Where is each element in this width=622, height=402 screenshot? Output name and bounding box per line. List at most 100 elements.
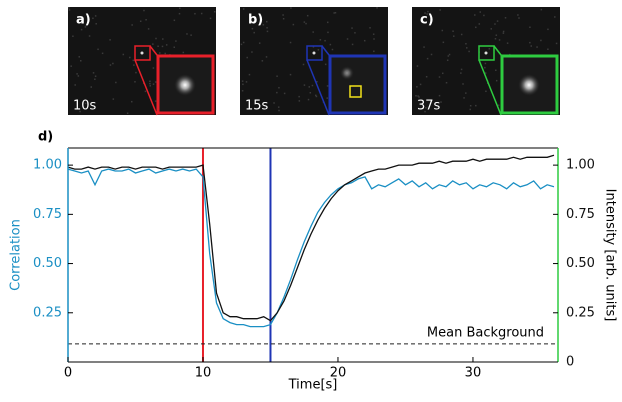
noise bbox=[80, 59, 82, 62]
noise bbox=[465, 92, 467, 94]
noise bbox=[479, 11, 482, 13]
noise bbox=[97, 48, 99, 51]
noise bbox=[495, 34, 498, 36]
roi bbox=[306, 45, 323, 61]
noise bbox=[415, 95, 417, 97]
noise bbox=[248, 73, 251, 76]
noise bbox=[298, 100, 301, 102]
noise bbox=[474, 14, 476, 16]
noise bbox=[469, 104, 472, 107]
noise bbox=[131, 24, 133, 26]
noise bbox=[333, 12, 335, 14]
noise bbox=[145, 18, 147, 21]
noise bbox=[266, 30, 269, 33]
y-tick-label: 0.25 bbox=[33, 305, 62, 320]
noise bbox=[331, 48, 334, 51]
noise bbox=[165, 44, 168, 46]
noise bbox=[529, 41, 531, 44]
noise bbox=[453, 35, 455, 37]
noise bbox=[282, 14, 284, 16]
panel-label: c) bbox=[420, 13, 434, 28]
noise bbox=[504, 17, 507, 19]
noise bbox=[495, 79, 498, 82]
noise bbox=[95, 22, 97, 25]
noise bbox=[430, 53, 433, 56]
annotation: Mean Background bbox=[427, 325, 544, 340]
marker bbox=[349, 85, 362, 98]
noise bbox=[475, 26, 477, 29]
zoom-line bbox=[478, 59, 502, 116]
noise bbox=[448, 53, 451, 56]
noise bbox=[242, 8, 245, 10]
line-series bbox=[67, 154, 555, 322]
noise bbox=[186, 33, 188, 35]
noise bbox=[182, 51, 185, 54]
noise bbox=[130, 100, 133, 103]
noise bbox=[468, 50, 470, 53]
noise bbox=[351, 27, 353, 29]
noise bbox=[440, 101, 442, 103]
noise bbox=[175, 40, 177, 42]
noise bbox=[74, 84, 76, 86]
noise bbox=[483, 14, 485, 17]
y2-tick-label: 0.75 bbox=[566, 207, 595, 222]
noise bbox=[152, 67, 155, 69]
noise bbox=[277, 106, 280, 108]
noise bbox=[94, 75, 97, 77]
noise bbox=[70, 65, 72, 67]
noise bbox=[309, 92, 312, 94]
noise bbox=[518, 17, 520, 19]
noise bbox=[540, 39, 542, 42]
roi bbox=[478, 45, 495, 61]
noise bbox=[460, 33, 463, 36]
noise bbox=[324, 39, 326, 42]
noise bbox=[68, 9, 71, 11]
noise bbox=[92, 17, 94, 20]
noise bbox=[363, 39, 366, 42]
noise bbox=[496, 20, 499, 22]
y-axis-label: Correlation bbox=[9, 219, 24, 291]
noise bbox=[139, 20, 142, 23]
y-tick-label: 1.00 bbox=[33, 158, 62, 173]
time-label: 37s bbox=[417, 99, 441, 114]
noise bbox=[162, 38, 164, 40]
noise bbox=[502, 30, 505, 33]
noise bbox=[76, 73, 78, 75]
noise bbox=[109, 64, 112, 66]
noise bbox=[112, 98, 115, 100]
noise bbox=[241, 80, 244, 82]
inset bbox=[328, 54, 387, 115]
noise bbox=[149, 85, 152, 87]
noise bbox=[161, 45, 164, 48]
noise bbox=[484, 62, 487, 65]
noise bbox=[319, 39, 322, 41]
noise bbox=[438, 94, 441, 97]
y2-tick-label: 0 bbox=[566, 355, 574, 370]
noise bbox=[506, 42, 509, 44]
noise bbox=[469, 108, 471, 111]
noise bbox=[529, 26, 531, 29]
x-tick-label: 10 bbox=[195, 366, 212, 381]
noise bbox=[315, 95, 318, 98]
noise bbox=[423, 46, 425, 48]
noise bbox=[144, 90, 147, 93]
noise bbox=[72, 35, 74, 37]
noise bbox=[311, 84, 314, 87]
y2-axis-label: Intensity [arb. units] bbox=[603, 189, 618, 322]
noise bbox=[159, 52, 161, 54]
noise bbox=[261, 60, 264, 62]
noise bbox=[112, 62, 114, 65]
noise bbox=[164, 52, 166, 55]
noise bbox=[122, 53, 125, 56]
noise bbox=[439, 9, 441, 11]
noise bbox=[242, 41, 245, 44]
noise bbox=[134, 81, 136, 83]
noise bbox=[334, 11, 337, 14]
noise bbox=[84, 26, 87, 28]
noise bbox=[94, 78, 96, 80]
noise bbox=[497, 104, 500, 106]
noise bbox=[278, 86, 280, 89]
noise bbox=[200, 12, 203, 15]
noise bbox=[289, 73, 292, 76]
